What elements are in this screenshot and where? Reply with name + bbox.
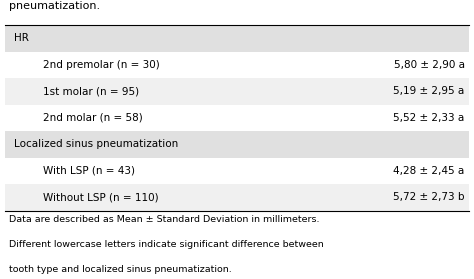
Text: 5,52 ± 2,33 a: 5,52 ± 2,33 a xyxy=(393,113,465,123)
FancyBboxPatch shape xyxy=(5,131,469,158)
Text: Different lowercase letters indicate significant difference between: Different lowercase letters indicate sig… xyxy=(9,240,324,249)
Text: Without LSP (n = 110): Without LSP (n = 110) xyxy=(43,193,158,202)
FancyBboxPatch shape xyxy=(5,25,469,52)
Text: 2nd premolar (n = 30): 2nd premolar (n = 30) xyxy=(43,60,159,70)
FancyBboxPatch shape xyxy=(5,158,469,184)
Text: 5,72 ± 2,73 b: 5,72 ± 2,73 b xyxy=(393,193,465,202)
Text: With LSP (n = 43): With LSP (n = 43) xyxy=(43,166,135,176)
FancyBboxPatch shape xyxy=(5,78,469,105)
Text: 1st molar (n = 95): 1st molar (n = 95) xyxy=(43,86,139,96)
Text: HR: HR xyxy=(14,33,29,43)
Text: Data are described as Mean ± Standard Deviation in millimeters.: Data are described as Mean ± Standard De… xyxy=(9,215,320,224)
FancyBboxPatch shape xyxy=(5,184,469,211)
FancyBboxPatch shape xyxy=(5,105,469,131)
Text: 2nd molar (n = 58): 2nd molar (n = 58) xyxy=(43,113,142,123)
Text: 4,28 ± 2,45 a: 4,28 ± 2,45 a xyxy=(393,166,465,176)
Text: pneumatization.: pneumatization. xyxy=(9,1,100,11)
FancyBboxPatch shape xyxy=(5,52,469,78)
Text: 5,19 ± 2,95 a: 5,19 ± 2,95 a xyxy=(393,86,465,96)
Text: tooth type and localized sinus pneumatization.: tooth type and localized sinus pneumatiz… xyxy=(9,265,232,274)
Text: Localized sinus pneumatization: Localized sinus pneumatization xyxy=(14,140,179,149)
Text: 5,80 ± 2,90 a: 5,80 ± 2,90 a xyxy=(393,60,465,70)
